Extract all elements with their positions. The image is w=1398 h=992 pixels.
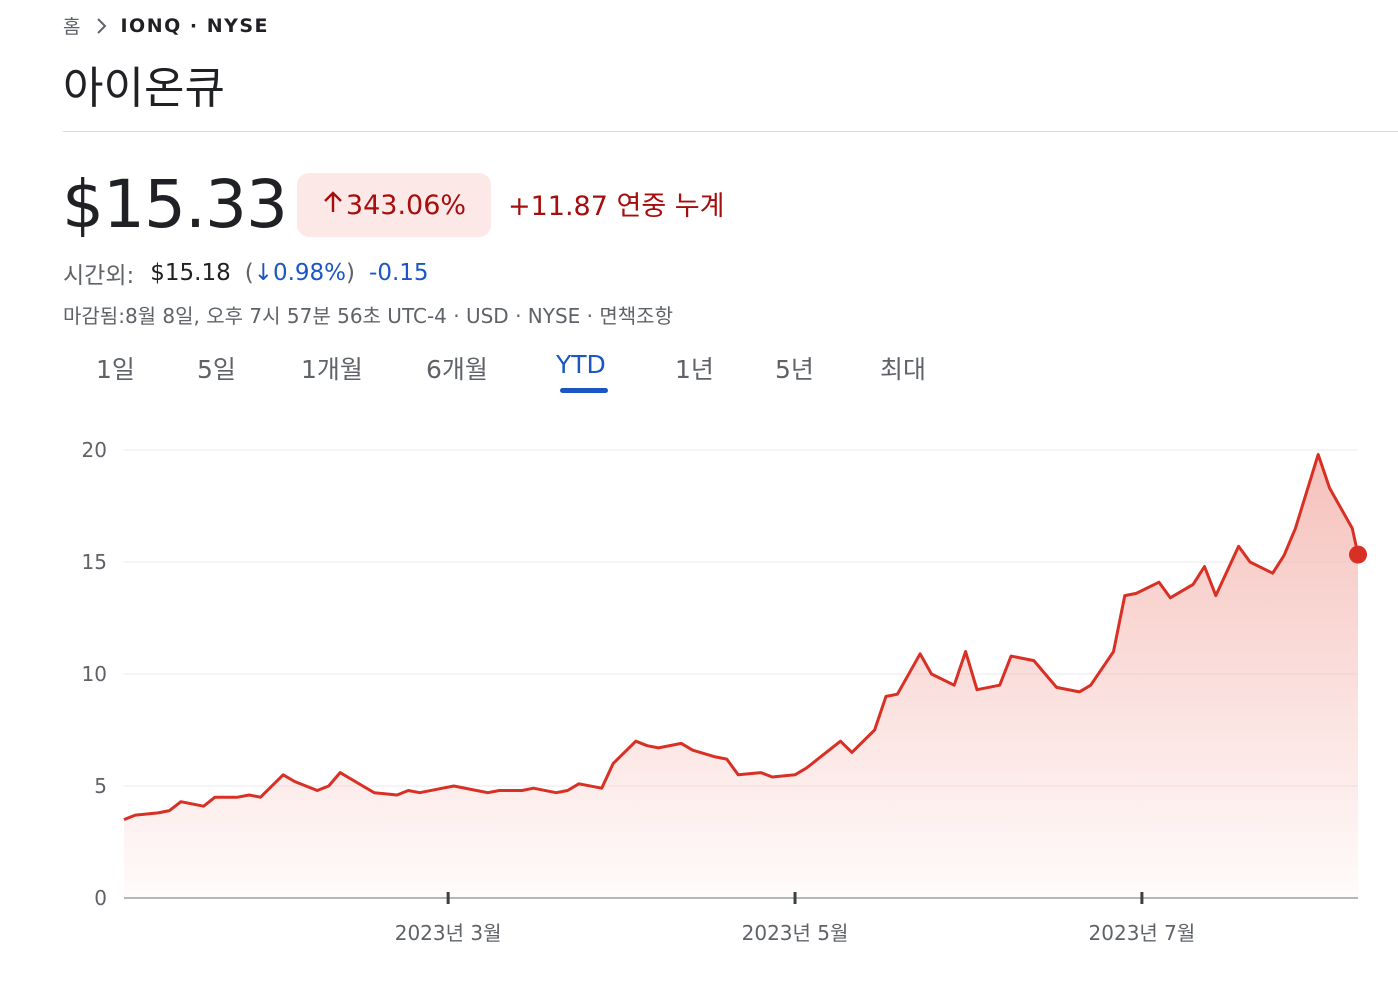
change-percent-value: 343.06% (345, 189, 467, 221)
after-hours-row: 시간외: $15.18 ( ↓0.98% ) -0.15 (63, 256, 429, 290)
tab-6-month[interactable]: 6개월 (426, 355, 488, 384)
breadcrumb-ticker: IONQ · NYSE (120, 14, 270, 37)
price-line (123, 453, 1360, 821)
after-hours-change: -0.15 (369, 260, 429, 286)
x-tick-label: 2023년 7월 (1089, 921, 1196, 945)
chevron-right-icon (96, 17, 108, 35)
tab-5-day[interactable]: 5일 (197, 355, 236, 384)
breadcrumb-home-link[interactable]: 홈 (63, 16, 81, 38)
breadcrumb: 홈 IONQ · NYSE (63, 12, 269, 39)
x-tick-label: 2023년 3월 (395, 921, 502, 945)
tab-max[interactable]: 최대 (880, 355, 927, 384)
page-title: 아이온큐 (63, 63, 225, 114)
header-divider (63, 131, 1398, 132)
y-tick-label: 0 (94, 886, 107, 910)
after-hours-label: 시간외: (63, 263, 135, 289)
after-hours-open-paren: ( (244, 260, 254, 286)
price-area (124, 454, 1358, 898)
tab-1-year[interactable]: 1년 (675, 355, 714, 384)
current-price: $15.33 (62, 166, 288, 243)
x-tick-label: 2023년 5월 (742, 921, 849, 945)
tab-1-month[interactable]: 1개월 (301, 355, 363, 384)
tab-5-year[interactable]: 5년 (775, 355, 814, 384)
after-hours-percent: ↓0.98% (253, 260, 347, 286)
market-status-meta: 마감됨:8월 8일, 오후 7시 57분 56초 UTC-4 · USD · N… (63, 304, 673, 328)
y-tick-label: 15 (82, 550, 107, 574)
y-tick-label: 20 (82, 438, 107, 462)
arrow-up-icon (322, 190, 344, 221)
y-tick-label: 5 (94, 774, 107, 798)
y-tick-label: 10 (82, 662, 107, 686)
change-absolute: +11.87 연중 누계 (508, 191, 725, 222)
tab-ytd[interactable]: YTD (556, 350, 606, 379)
active-tab-indicator (560, 388, 608, 393)
price-chart[interactable]: 0 5 10 15 20 2023년 3월 2023년 5월 2023년 7월 (0, 420, 1398, 992)
after-hours-price: $15.18 (150, 260, 231, 286)
tab-1-day[interactable]: 1일 (96, 355, 135, 384)
last-price-dot (1349, 545, 1367, 564)
change-percent-badge: 343.06% (297, 173, 491, 237)
after-hours-close-paren: ) (346, 260, 356, 286)
